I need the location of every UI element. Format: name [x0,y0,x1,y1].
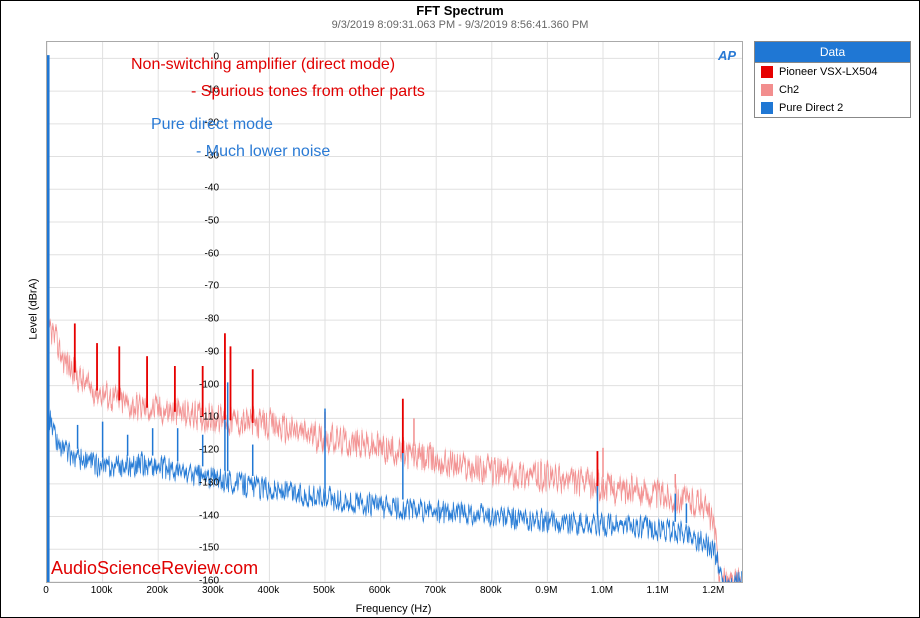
ap-logo: AP [718,48,736,63]
y-tick: -130 [184,477,219,488]
legend-label: Pioneer VSX-LX504 [779,66,877,78]
x-tick: 600k [369,585,391,596]
chart-container: FFT Spectrum 9/3/2019 8:09:31.063 PM - 9… [0,0,920,618]
watermark: AudioScienceReview.com [51,558,258,579]
annotation: - Spurious tones from other parts [191,83,425,101]
y-tick: -70 [184,281,219,292]
x-tick: 1.2M [702,585,724,596]
x-tick: 700k [424,585,446,596]
y-tick: -90 [184,346,219,357]
y-tick: -150 [184,543,219,554]
chart-timestamp: 9/3/2019 8:09:31.063 PM - 9/3/2019 8:56:… [1,19,919,31]
legend-item: Pioneer VSX-LX504 [755,63,910,81]
annotation: - Much lower noise [196,143,330,161]
y-tick: -80 [184,314,219,325]
y-tick: -50 [184,216,219,227]
legend-body: Pioneer VSX-LX504 Ch2 Pure Direct 2 [755,63,910,117]
chart-title: FFT Spectrum [1,3,919,18]
legend-label: Pure Direct 2 [779,102,843,114]
annotation: Non-switching amplifier (direct mode) [131,56,395,74]
x-tick: 100k [91,585,113,596]
x-axis-label: Frequency (Hz) [46,603,741,615]
y-tick: -40 [184,183,219,194]
legend-header: Data [755,42,910,63]
x-tick: 800k [480,585,502,596]
y-tick: -110 [184,412,219,423]
x-tick: 1.0M [591,585,613,596]
y-axis-label: Level (dBrA) [28,278,40,339]
x-tick: 200k [146,585,168,596]
legend-label: Ch2 [779,84,799,96]
x-tick: 500k [313,585,335,596]
y-tick: -100 [184,379,219,390]
legend: Data Pioneer VSX-LX504 Ch2 Pure Direct 2 [754,41,911,118]
annotation: Pure direct mode [151,116,273,134]
y-tick: -140 [184,510,219,521]
legend-item: Ch2 [755,81,910,99]
x-tick: 0 [43,585,49,596]
y-tick: -120 [184,445,219,456]
y-tick: -60 [184,248,219,259]
x-tick: 300k [202,585,224,596]
legend-item: Pure Direct 2 [755,99,910,117]
legend-swatch [761,84,773,96]
legend-swatch [761,66,773,78]
x-tick: 0.9M [535,585,557,596]
legend-swatch [761,102,773,114]
x-tick: 400k [258,585,280,596]
x-tick: 1.1M [646,585,668,596]
